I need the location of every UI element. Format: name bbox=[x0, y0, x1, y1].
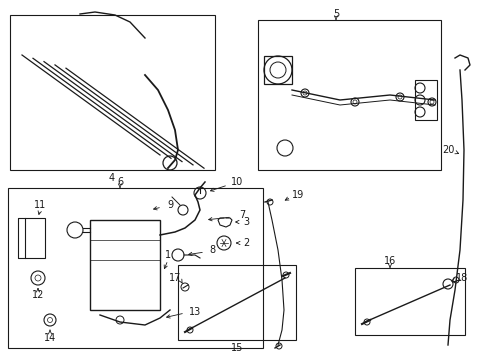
Bar bbox=[414, 80, 436, 120]
Text: 20: 20 bbox=[441, 145, 453, 155]
Text: 8: 8 bbox=[208, 245, 215, 255]
Text: 14: 14 bbox=[44, 333, 56, 343]
Bar bbox=[90, 220, 160, 310]
Bar bbox=[178, 265, 295, 340]
Text: 11: 11 bbox=[34, 200, 46, 210]
Bar bbox=[354, 268, 464, 335]
Bar bbox=[10, 15, 215, 170]
Text: 9: 9 bbox=[166, 200, 173, 210]
Text: 3: 3 bbox=[243, 217, 248, 227]
Bar bbox=[25, 218, 45, 258]
Text: 4: 4 bbox=[109, 173, 115, 183]
Bar bbox=[8, 188, 263, 348]
Text: 19: 19 bbox=[291, 190, 304, 200]
Bar bbox=[264, 56, 291, 84]
Text: 13: 13 bbox=[188, 307, 201, 317]
Text: 6: 6 bbox=[117, 177, 123, 187]
Text: 1: 1 bbox=[164, 250, 171, 260]
Text: 12: 12 bbox=[32, 290, 44, 300]
Text: 17: 17 bbox=[168, 273, 181, 283]
Text: 15: 15 bbox=[230, 343, 243, 353]
Text: 10: 10 bbox=[230, 177, 243, 187]
Bar bbox=[258, 20, 440, 170]
Text: 18: 18 bbox=[455, 273, 467, 283]
Text: 7: 7 bbox=[238, 210, 244, 220]
Text: 5: 5 bbox=[332, 9, 339, 19]
Text: 16: 16 bbox=[383, 256, 395, 266]
Text: 2: 2 bbox=[243, 238, 248, 248]
